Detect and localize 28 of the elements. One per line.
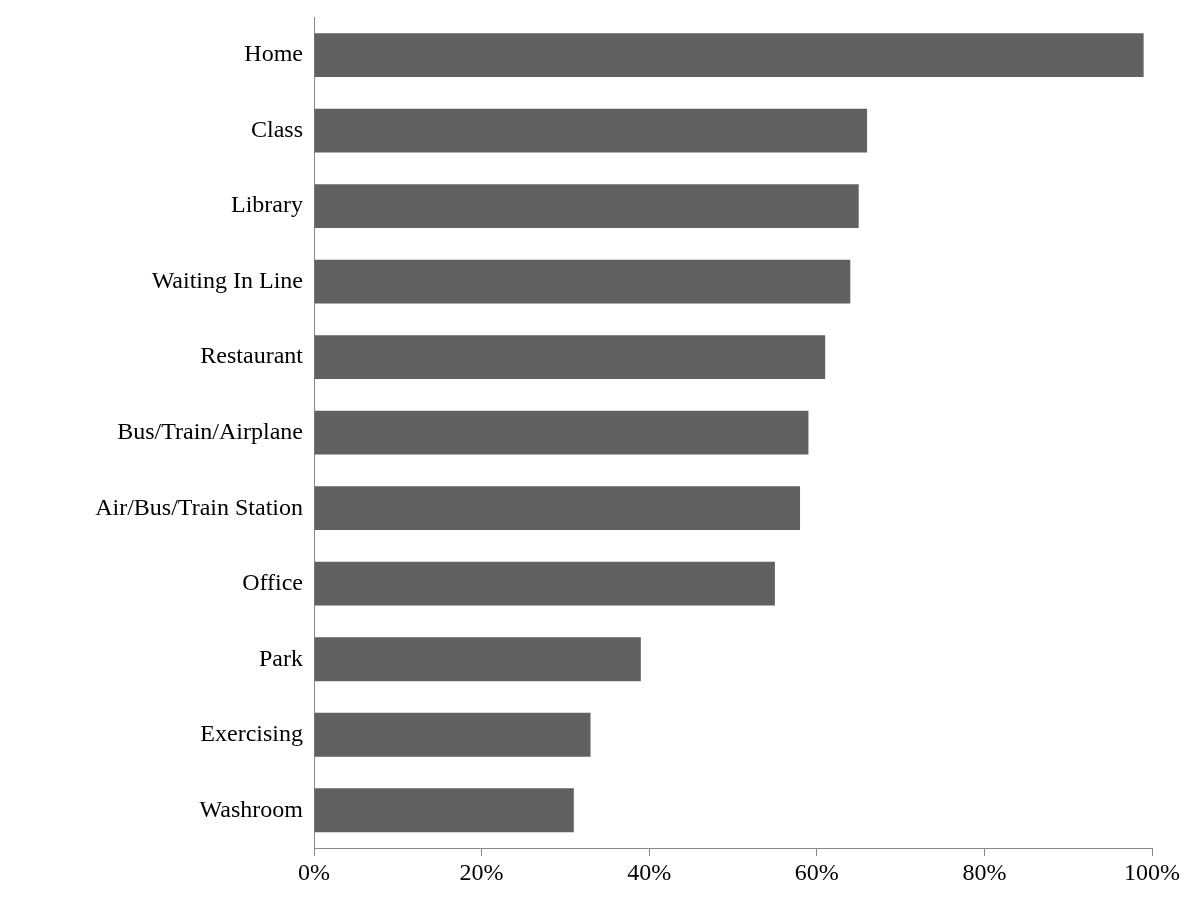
bar [314,108,868,153]
y-tick-label: Library [231,191,303,218]
bar [314,712,591,757]
bar [314,788,574,833]
bar [314,637,641,682]
x-tick-label: 0% [298,858,330,885]
y-tick-label: Waiting In Line [151,266,303,293]
y-tick-label: Restaurant [200,342,304,369]
y-tick-label: Air/Bus/Train Station [95,493,303,520]
y-tick-label: Washroom [199,795,304,822]
y-tick-label: Class [250,115,303,142]
bar [314,486,801,531]
bar [314,561,775,606]
x-tick-label: 60% [794,858,839,885]
x-tick-label: 20% [459,858,504,885]
y-tick-label: Home [244,40,303,67]
y-tick-label: Bus/Train/Airplane [117,418,303,444]
x-tick-label: 40% [627,858,672,885]
x-tick-label: 100% [1124,858,1180,885]
y-tick-label: Exercising [200,720,303,747]
bar [314,184,859,229]
bar [314,410,809,455]
y-tick-label: Park [259,644,303,671]
y-tick-label: Office [242,569,303,596]
bar [314,33,1144,78]
bar [314,335,826,380]
bar [314,259,851,304]
x-tick-label: 80% [962,858,1007,885]
